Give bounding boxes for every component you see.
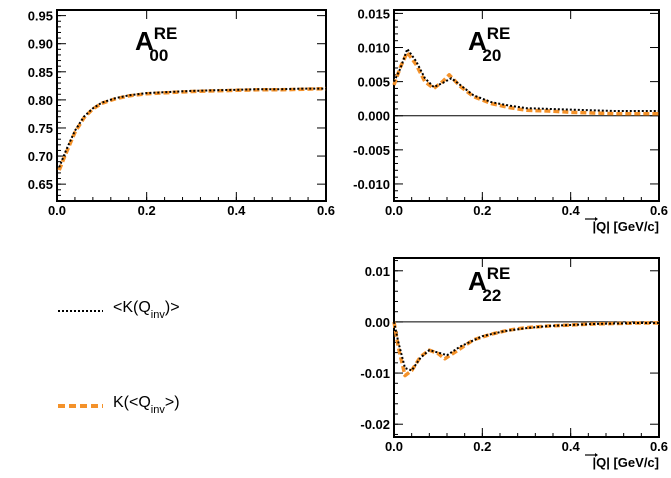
series-orange-A22 [392,321,659,378]
plot-frame-A22 [393,257,660,438]
panel-title-sup-A20: RE [487,24,511,43]
vector-arrowhead-A22 [595,453,598,457]
ytick-label-A00-4: 0.85 [28,65,53,80]
ytick-label-A20-0: -0.010 [353,177,390,192]
plot-frame-A20 [393,9,660,202]
legend-label-orange-sub: inv [151,404,166,416]
series-orange-A00 [57,86,327,171]
xtick-label-A22-3: 0.6 [650,439,668,454]
ytick-label-A20-4: 0.010 [357,41,390,56]
panel-A00: 0.65 0.70 0.75 0.80 0.85 0.90 0.95 0.0 0.2 0.4 0.6… [28,9,335,218]
xaxis-label-A22: |Q| [GeV/c] [592,455,659,470]
xtick-label-A00-1: 0.2 [138,203,156,218]
panel-title-A00: ARE 00 [135,24,177,65]
legend: <K(Qinv)> K(<Qinv>) [58,299,180,416]
ytick-label-A00-1: 0.70 [28,149,53,164]
panel-title-sub-A00: 00 [149,46,168,65]
legend-label-orange: K(<Qinv>) [113,394,180,416]
panel-title-A20: ARE 20 [468,24,510,65]
series-orange-A20 [392,50,659,116]
legend-label-orange-main: K(<Q [113,394,151,411]
legend-label-black-end: )> [165,299,180,316]
xtick-label-A20-0: 0.0 [385,203,403,218]
panel-title-main-A22: A [468,266,487,296]
series-black-A22 [393,321,659,372]
panel-title-sup-A22: RE [487,264,511,283]
panel-A22: -0.02 -0.01 0.00 0.01 0.0 0.2 0.4 0.6|Q| [GeV/c… [360,257,668,470]
panel-title-main-A00: A [135,26,154,56]
xtick-label-A20-2: 0.4 [562,203,581,218]
xtick-label-A00-0: 0.0 [48,203,66,218]
ytick-label-A00-5: 0.90 [28,37,53,52]
ytick-label-A20-5: 0.015 [357,6,390,21]
ytick-label-A22-1: -0.01 [360,366,390,381]
panel-title-sup-A00: RE [154,24,178,43]
ytick-label-A00-2: 0.75 [28,121,53,136]
ytick-label-A20-2: 0.000 [357,109,390,124]
xtick-label-A20-3: 0.6 [650,203,668,218]
xtick-label-A22-1: 0.2 [473,439,491,454]
xtick-label-A00-3: 0.6 [317,203,335,218]
legend-label-black-sub: inv [151,309,166,321]
panel-title-A22: ARE 22 [468,264,510,305]
xaxis-label-A20: |Q| [GeV/c] [592,219,659,234]
legend-label-orange-end: >) [165,394,180,411]
ytick-label-A00-6: 0.95 [28,9,53,24]
series-black-A20 [393,47,659,112]
xtick-label-A22-2: 0.4 [562,439,581,454]
legend-label-black-main: <K(Q [113,299,151,316]
ytick-label-A20-3: 0.005 [357,75,390,90]
xtick-label-A00-2: 0.4 [227,203,246,218]
legend-label-black: <K(Qinv)> [113,299,180,321]
panel-title-sub-A20: 20 [482,46,501,65]
ytick-label-A20-1: -0.005 [353,143,390,158]
panel-A20: -0.010 -0.005 0.000 0.005 0.010 0.015 0.0 0.2 0.… [353,6,668,234]
ytick-label-A00-3: 0.80 [28,93,53,108]
xtick-label-A22-0: 0.0 [385,439,403,454]
ytick-label-A22-3: 0.01 [365,264,390,279]
ytick-label-A22-0: -0.02 [360,417,390,432]
panel-title-main-A20: A [468,26,487,56]
xtick-label-A20-1: 0.2 [473,203,491,218]
series-black-A00 [58,87,326,168]
ytick-label-A22-2: 0.00 [365,315,390,330]
ytick-label-A00-0: 0.65 [28,177,53,192]
vector-arrowhead-A20 [595,217,598,221]
panel-title-sub-A22: 22 [482,286,501,305]
panels: 0.65 0.70 0.75 0.80 0.85 0.90 0.95 0.0 0.2 0.4 0.6… [28,6,668,470]
